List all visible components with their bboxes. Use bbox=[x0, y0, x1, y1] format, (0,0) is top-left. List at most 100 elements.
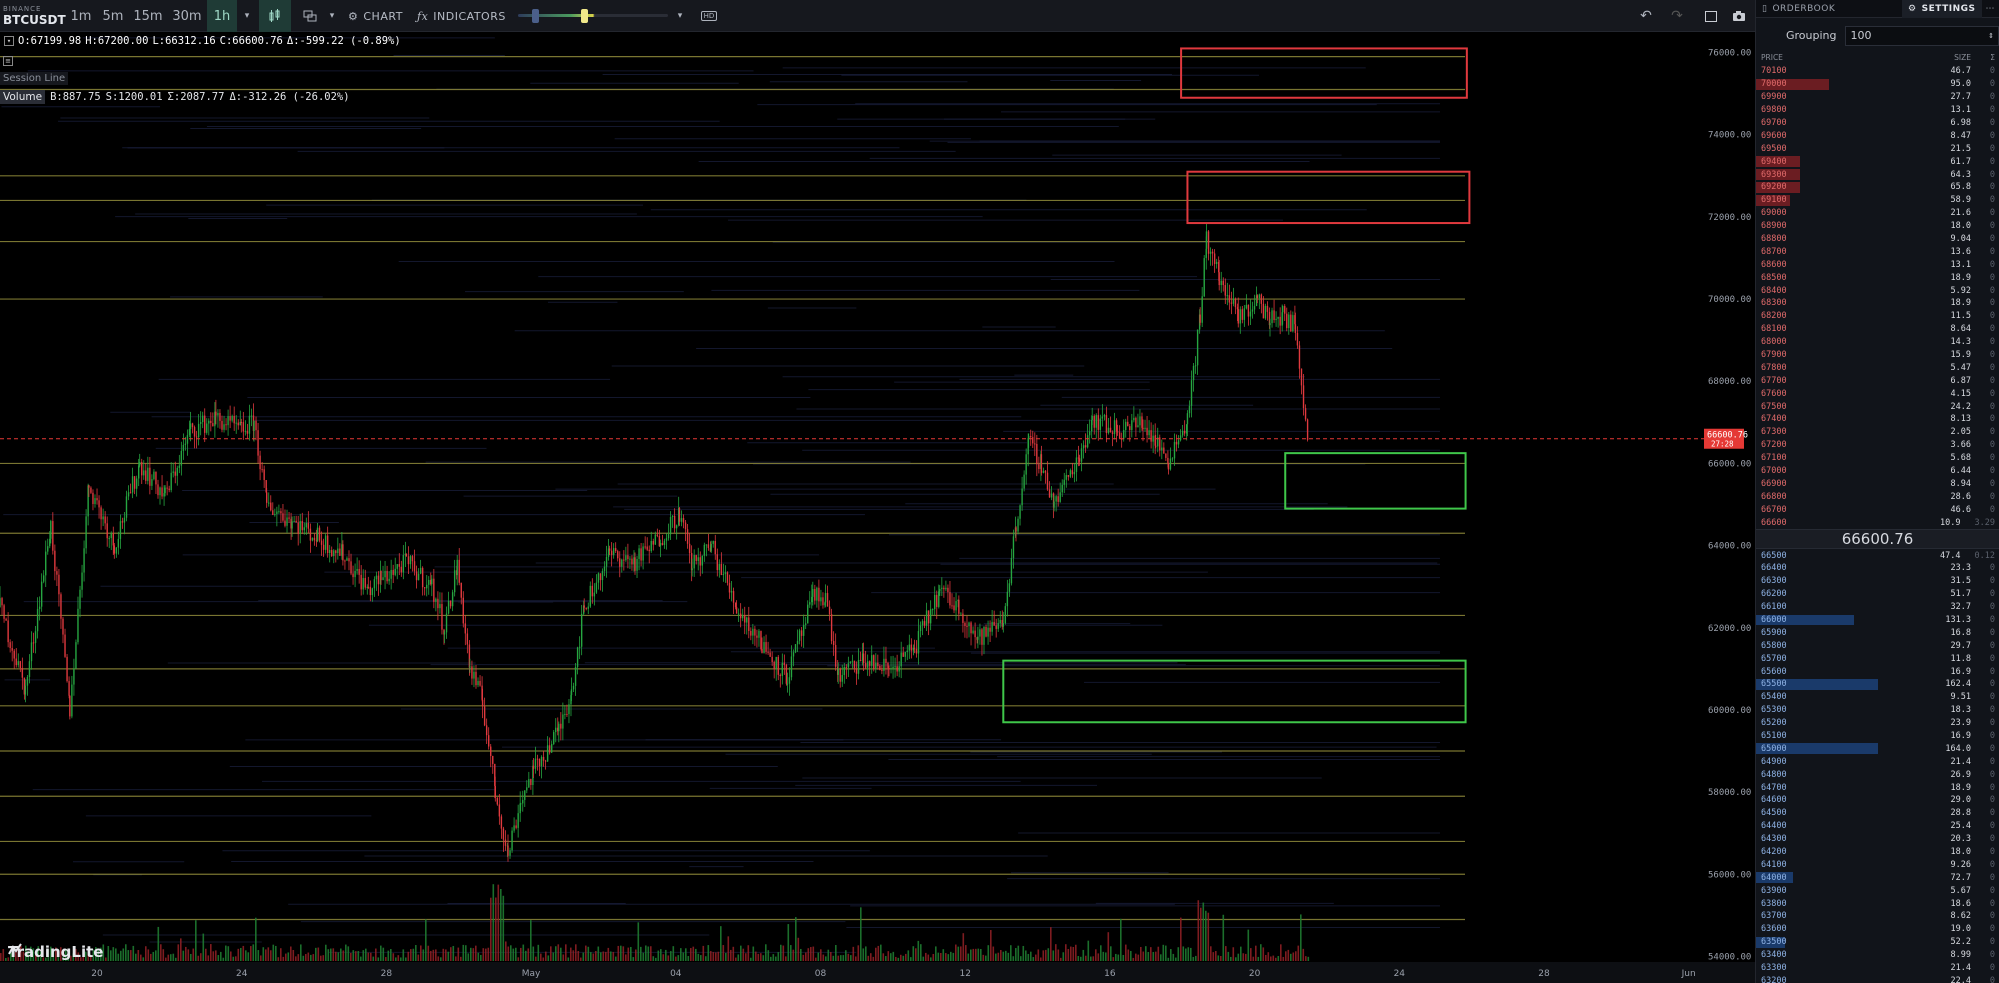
chart-area[interactable]: 76000.00 74000.00 72000.00 70000.00 68000.00… bbox=[0, 32, 1755, 983]
bid-row[interactable]: 64100 9.26 0 bbox=[1756, 858, 1999, 871]
chart-button[interactable]: ⚙ CHART bbox=[348, 9, 403, 23]
bid-row[interactable]: 64400 25.4 0 bbox=[1756, 820, 1999, 833]
bid-row[interactable]: 66200 51.7 0 bbox=[1756, 588, 1999, 601]
bid-row[interactable]: 64000 72.7 0 bbox=[1756, 871, 1999, 884]
ask-row[interactable]: 68300 18.9 0 bbox=[1756, 297, 1999, 310]
bid-row[interactable]: 64200 18.0 0 bbox=[1756, 846, 1999, 859]
bid-row[interactable]: 63500 52.2 0 bbox=[1756, 936, 1999, 949]
timeframe-5m[interactable]: 5m bbox=[102, 8, 124, 24]
timeframe-15m[interactable]: 15m bbox=[133, 8, 163, 24]
bid-row[interactable]: 65900 16.8 0 bbox=[1756, 626, 1999, 639]
hd-button[interactable]: HD bbox=[694, 0, 724, 32]
candles-icon[interactable] bbox=[259, 0, 291, 32]
ask-row[interactable]: 68700 13.6 0 bbox=[1756, 245, 1999, 258]
ask-row[interactable]: 69900 27.7 0 bbox=[1756, 91, 1999, 104]
session-line-label[interactable]: Session Line bbox=[0, 72, 69, 85]
ask-row[interactable]: 69800 13.1 0 bbox=[1756, 104, 1999, 117]
bid-row[interactable]: 65100 16.9 0 bbox=[1756, 730, 1999, 743]
ask-row[interactable]: 69600 8.47 0 bbox=[1756, 129, 1999, 142]
bid-row[interactable]: 64700 18.9 0 bbox=[1756, 781, 1999, 794]
legend-toggle-icon[interactable]: ▾ bbox=[4, 36, 14, 46]
layout-icon[interactable] bbox=[294, 0, 326, 32]
layout-dropdown-icon[interactable]: ▾ bbox=[329, 11, 335, 21]
tab-orderbook[interactable]: ▯ ORDERBOOK bbox=[1762, 3, 1836, 14]
bid-row[interactable]: 64300 20.3 0 bbox=[1756, 833, 1999, 846]
bid-row[interactable]: 63900 5.67 0 bbox=[1756, 884, 1999, 897]
ask-row[interactable]: 68900 18.0 0 bbox=[1756, 220, 1999, 233]
bid-row[interactable]: 66100 32.7 0 bbox=[1756, 601, 1999, 614]
ask-row[interactable]: 67900 15.9 0 bbox=[1756, 349, 1999, 362]
ask-row[interactable]: 68400 5.92 0 bbox=[1756, 284, 1999, 297]
bid-row[interactable]: 65000 164.0 0 bbox=[1756, 742, 1999, 755]
ask-row[interactable]: 67800 5.47 0 bbox=[1756, 361, 1999, 374]
ask-row[interactable]: 70000 95.0 0 bbox=[1756, 78, 1999, 91]
ask-row[interactable]: 66600 10.9 3.29 bbox=[1756, 516, 1999, 529]
bid-row[interactable]: 63700 8.62 0 bbox=[1756, 910, 1999, 923]
symbol-selector[interactable]: BINANCE BTCUSDT bbox=[3, 0, 66, 32]
bid-row[interactable]: 64800 26.9 0 bbox=[1756, 768, 1999, 781]
bid-row[interactable]: 65600 16.9 0 bbox=[1756, 665, 1999, 678]
ask-row[interactable]: 66800 28.6 0 bbox=[1756, 490, 1999, 503]
panel-menu-icon[interactable]: ⋯ bbox=[1985, 3, 1995, 14]
timeframe-1h[interactable]: 1h bbox=[207, 0, 237, 32]
bid-row[interactable]: 66500 47.4 0.12 bbox=[1756, 549, 1999, 562]
bid-row[interactable]: 66400 23.3 0 bbox=[1756, 562, 1999, 575]
timeframe-30m[interactable]: 30m bbox=[172, 8, 202, 24]
ask-row[interactable]: 68800 9.04 0 bbox=[1756, 233, 1999, 246]
fullscreen-icon[interactable] bbox=[1696, 0, 1726, 32]
bid-row[interactable]: 65700 11.8 0 bbox=[1756, 652, 1999, 665]
bid-row[interactable]: 64500 28.8 0 bbox=[1756, 807, 1999, 820]
bid-row[interactable]: 63300 21.4 0 bbox=[1756, 962, 1999, 975]
ask-row[interactable]: 69200 65.8 0 bbox=[1756, 181, 1999, 194]
ask-row[interactable]: 67300 2.05 0 bbox=[1756, 426, 1999, 439]
ask-row[interactable]: 68500 18.9 0 bbox=[1756, 271, 1999, 284]
volume-label[interactable]: Volume bbox=[0, 90, 46, 104]
slider-handle-high[interactable] bbox=[581, 9, 588, 23]
bid-row[interactable]: 66000 131.3 0 bbox=[1756, 614, 1999, 627]
indicators-button[interactable]: ƒx INDICATORS bbox=[417, 9, 506, 23]
ask-row[interactable]: 69700 6.98 0 bbox=[1756, 117, 1999, 130]
ask-row[interactable]: 68200 11.5 0 bbox=[1756, 310, 1999, 323]
bid-row[interactable]: 65200 23.9 0 bbox=[1756, 717, 1999, 730]
bid-row[interactable]: 63800 18.6 0 bbox=[1756, 897, 1999, 910]
ask-row[interactable]: 68600 13.1 0 bbox=[1756, 258, 1999, 271]
ask-row[interactable]: 68100 8.64 0 bbox=[1756, 323, 1999, 336]
tab-settings[interactable]: ⚙ SETTINGS bbox=[1902, 0, 1982, 18]
bid-row[interactable]: 65500 162.4 0 bbox=[1756, 678, 1999, 691]
slider-dropdown-icon[interactable]: ▾ bbox=[677, 11, 683, 21]
heatmap-intensity-slider[interactable] bbox=[518, 9, 668, 23]
ask-row[interactable]: 69300 64.3 0 bbox=[1756, 168, 1999, 181]
slider-handle-low[interactable] bbox=[532, 9, 539, 23]
ask-row[interactable]: 66700 46.6 0 bbox=[1756, 503, 1999, 516]
bid-row[interactable]: 65400 9.51 0 bbox=[1756, 691, 1999, 704]
bid-row[interactable]: 64900 21.4 0 bbox=[1756, 755, 1999, 768]
ask-row[interactable]: 67000 6.44 0 bbox=[1756, 465, 1999, 478]
ask-row[interactable]: 67700 6.87 0 bbox=[1756, 374, 1999, 387]
ask-row[interactable]: 69500 21.5 0 bbox=[1756, 142, 1999, 155]
undo-icon[interactable]: ↶ bbox=[1640, 8, 1652, 24]
price-chart[interactable]: 76000.0074000.0072000.0070000.0068000.00… bbox=[0, 32, 1755, 983]
ask-row[interactable]: 67500 24.2 0 bbox=[1756, 400, 1999, 413]
camera-icon[interactable] bbox=[1724, 0, 1754, 32]
bid-row[interactable]: 66300 31.5 0 bbox=[1756, 575, 1999, 588]
bid-row[interactable]: 65800 29.7 0 bbox=[1756, 639, 1999, 652]
bid-row[interactable]: 63400 8.99 0 bbox=[1756, 949, 1999, 962]
timeframe-dropdown-icon[interactable]: ▾ bbox=[244, 11, 250, 21]
ask-row[interactable]: 69100 58.9 0 bbox=[1756, 194, 1999, 207]
bid-row[interactable]: 63600 19.0 0 bbox=[1756, 923, 1999, 936]
timeframe-1m[interactable]: 1m bbox=[70, 8, 92, 24]
ask-row[interactable]: 69000 21.6 0 bbox=[1756, 207, 1999, 220]
bid-row[interactable]: 65300 18.3 0 bbox=[1756, 704, 1999, 717]
redo-icon[interactable]: ↷ bbox=[1671, 8, 1683, 24]
layers-icon[interactable]: ≡ bbox=[3, 56, 13, 66]
ask-row[interactable]: 70100 46.7 0 bbox=[1756, 65, 1999, 78]
ask-row[interactable]: 67400 8.13 0 bbox=[1756, 413, 1999, 426]
bid-row[interactable]: 64600 29.0 0 bbox=[1756, 794, 1999, 807]
ask-row[interactable]: 67100 5.68 0 bbox=[1756, 452, 1999, 465]
ask-row[interactable]: 66900 8.94 0 bbox=[1756, 478, 1999, 491]
bid-row[interactable]: 63200 22.4 0 bbox=[1756, 974, 1999, 983]
ask-row[interactable]: 67200 3.66 0 bbox=[1756, 439, 1999, 452]
grouping-select[interactable]: 100 ⇕ bbox=[1844, 25, 1999, 46]
ask-row[interactable]: 69400 61.7 0 bbox=[1756, 155, 1999, 168]
ask-row[interactable]: 67600 4.15 0 bbox=[1756, 387, 1999, 400]
